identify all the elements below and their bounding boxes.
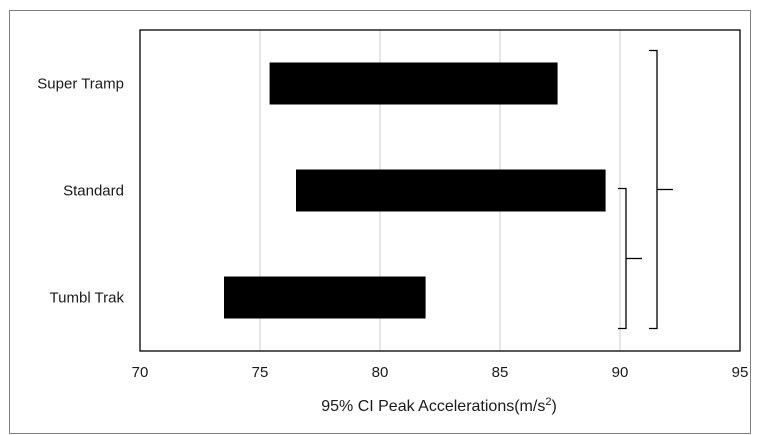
x-tick-label: 85	[492, 364, 509, 381]
x-tick-label: 70	[132, 364, 149, 381]
bars	[224, 62, 606, 319]
significance-bracket	[649, 49, 658, 330]
bar-standard	[296, 169, 606, 212]
bar-super-tramp	[269, 62, 558, 105]
category-label: Tumbl Trak	[50, 290, 125, 307]
category-label: Super Tramp	[37, 76, 124, 93]
x-tick-labels: 70 75 80 85 90 95	[132, 364, 749, 381]
x-tick-label: 80	[372, 364, 389, 381]
x-tick-label: 95	[732, 364, 749, 381]
category-labels: Super Tramp Standard Tumbl Trak	[37, 76, 124, 307]
bar-tumbl-trak	[224, 276, 426, 319]
x-axis-title: 95% CI Peak Accelerations(m/s2)	[321, 396, 557, 415]
plot-area-border	[139, 29, 741, 352]
significance-brackets	[618, 49, 673, 330]
x-tick-label: 75	[252, 364, 269, 381]
category-label: Standard	[63, 183, 124, 200]
x-tick-label: 90	[612, 364, 629, 381]
significance-bracket	[618, 187, 627, 330]
